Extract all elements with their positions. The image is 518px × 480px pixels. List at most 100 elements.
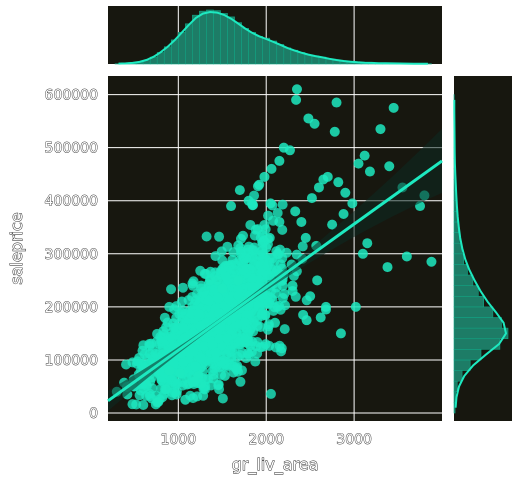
- scatter-point: [211, 275, 222, 286]
- scatter-point: [401, 251, 412, 262]
- x-tick-label: 3000: [336, 432, 372, 448]
- x-histogram-bar: [185, 23, 193, 65]
- y-histogram-bar: [453, 264, 468, 276]
- scatter-point: [291, 249, 302, 260]
- x-histogram-bar: [248, 32, 256, 65]
- scatter-point: [237, 230, 248, 241]
- scatter-point: [178, 322, 189, 333]
- scatter-point: [259, 299, 270, 310]
- scatter-point: [187, 280, 198, 291]
- scatter-point: [221, 349, 232, 360]
- scatter-point: [272, 207, 283, 218]
- scatter-point: [280, 300, 291, 311]
- scatter-point: [190, 295, 201, 306]
- y-tick-label: 100000: [45, 353, 98, 369]
- scatter-point: [327, 219, 338, 230]
- y-histogram-bar: [453, 317, 502, 329]
- x-histogram-bar: [269, 40, 278, 65]
- scatter-point: [291, 94, 302, 105]
- scatter-point: [322, 171, 333, 182]
- y-histogram-bar: [453, 232, 460, 244]
- x-histogram-bar: [206, 9, 214, 65]
- scatter-point: [193, 308, 204, 319]
- scatter-point: [340, 187, 351, 198]
- x-histogram-bar: [255, 36, 263, 65]
- scatter-point: [195, 321, 206, 332]
- x-histogram-bar: [276, 44, 285, 65]
- regression-line: [107, 159, 443, 403]
- scatter-point: [217, 283, 228, 294]
- scatter-point: [164, 365, 175, 376]
- scatter-point: [257, 308, 268, 319]
- scatter-point: [212, 292, 223, 303]
- scatter-point: [158, 326, 169, 337]
- scatter-point: [222, 333, 233, 344]
- y-histogram-bar: [453, 370, 463, 382]
- scatter-point: [259, 171, 270, 182]
- x-axis-label: gr_liv_area: [232, 455, 319, 475]
- scatter-point: [256, 246, 267, 257]
- scatter-point: [131, 399, 142, 410]
- y-tick-label: 200000: [45, 300, 98, 316]
- main-plot-panel: [107, 76, 443, 421]
- scatter-point: [150, 348, 161, 359]
- scatter-point: [188, 393, 199, 404]
- x-marginal-panel: [108, 6, 442, 65]
- scatter-point: [315, 312, 326, 323]
- scatter-point: [335, 328, 346, 339]
- x-histogram-bar: [241, 28, 249, 65]
- scatter-point: [309, 118, 320, 129]
- scatter-point: [248, 326, 259, 337]
- scatter-point: [300, 232, 311, 243]
- scatter-point: [232, 351, 243, 362]
- scatter-point: [172, 378, 183, 389]
- scatter-point: [364, 166, 375, 177]
- x-histogram-bar: [213, 10, 221, 65]
- scatter-point: [166, 284, 177, 295]
- scatter-point: [246, 281, 257, 292]
- scatter-point: [177, 282, 188, 293]
- scatter-point: [357, 248, 368, 259]
- scatter-point: [231, 364, 242, 375]
- scatter-point: [210, 347, 221, 358]
- x-histogram-bar: [262, 37, 271, 65]
- y-tick-label: 500000: [45, 141, 98, 157]
- scatter-point: [240, 332, 251, 343]
- y-histogram-bar: [453, 359, 471, 371]
- scatter-point: [217, 264, 228, 275]
- y-histogram-bar: [453, 285, 479, 297]
- y-histogram-bar: [453, 295, 485, 308]
- x-tick-label: 1000: [160, 432, 196, 448]
- scatter-point: [277, 224, 288, 235]
- scatter-point: [263, 210, 274, 221]
- scatter-point: [177, 305, 188, 316]
- x-histogram-bar: [199, 10, 207, 65]
- scatter-point: [270, 317, 280, 328]
- scatter-point: [190, 361, 201, 372]
- scatter-point: [262, 270, 273, 281]
- scatter-point: [159, 312, 170, 323]
- y-marginal-panel: [453, 76, 512, 421]
- scatter-point: [226, 201, 237, 212]
- scatter-point: [145, 376, 156, 387]
- scatter-point: [169, 322, 180, 333]
- scatter-point: [284, 145, 295, 156]
- scatter-point: [141, 390, 152, 401]
- scatter-point: [320, 301, 331, 312]
- scatter-point: [180, 394, 191, 405]
- scatter-point: [262, 260, 273, 271]
- scatter-point: [338, 209, 349, 219]
- scatter-point: [223, 294, 234, 305]
- scatter-point: [233, 275, 244, 286]
- scatter-point: [347, 198, 358, 209]
- scatter-point: [426, 256, 437, 267]
- y-tick-label: 300000: [45, 247, 98, 263]
- scatter-point: [214, 333, 225, 344]
- scatter-point: [272, 248, 283, 259]
- scatter-point: [362, 238, 373, 249]
- scatter-point: [296, 216, 307, 227]
- scatter-point: [201, 231, 212, 242]
- scatter-point: [331, 97, 342, 108]
- scatter-point: [290, 206, 301, 217]
- y-histogram-bar: [453, 306, 494, 318]
